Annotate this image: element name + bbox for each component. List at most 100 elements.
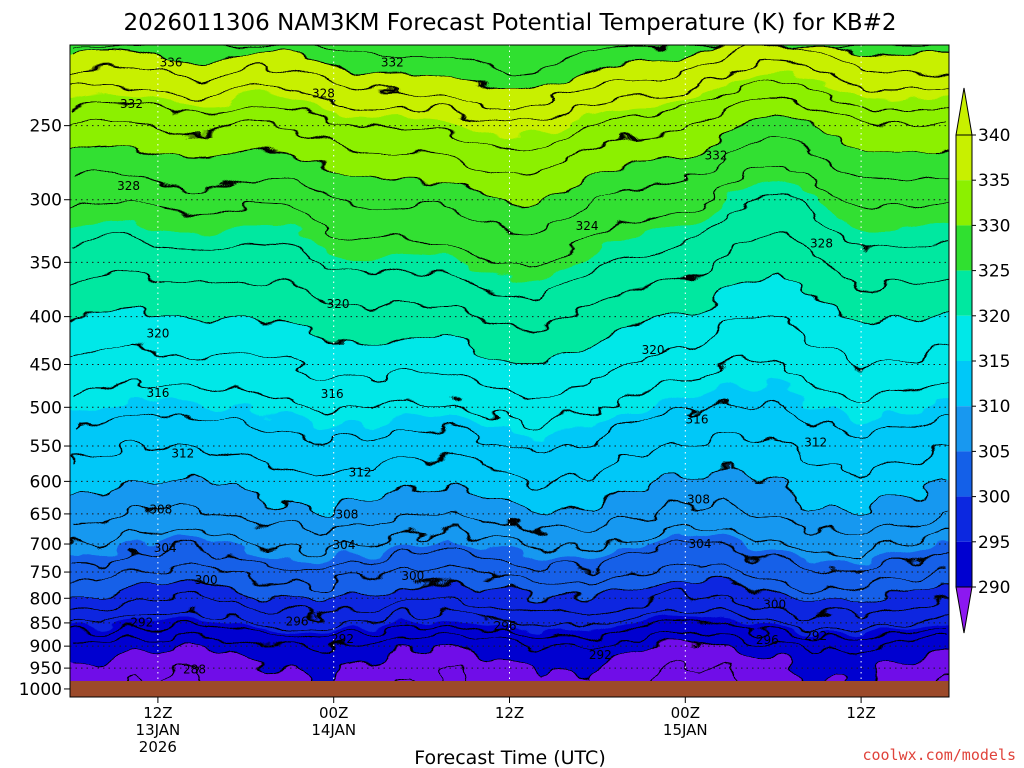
- colorbar-label: 290: [978, 578, 1010, 598]
- contour-labels: 336 332 332 328 332 328 324 328 320 320 320 316 316 3…: [117, 56, 833, 677]
- contour-label: 308: [687, 492, 710, 506]
- x-tick-label: 12Z: [143, 704, 172, 722]
- contour-label: 316: [146, 386, 169, 400]
- contour-line: [70, 593, 949, 619]
- contour-line: [70, 45, 949, 90]
- x-tick-label: 12Z: [846, 704, 875, 722]
- contour-line: [70, 96, 949, 176]
- contour-line: [70, 464, 949, 516]
- x-axis-title: Forecast Time (UTC): [414, 747, 605, 768]
- contour-label: 316: [686, 412, 709, 426]
- contour-label: 304: [689, 537, 712, 551]
- contour-label: 308: [149, 503, 172, 517]
- contour-label: 316: [321, 387, 344, 401]
- contour-label: 320: [146, 327, 169, 341]
- contour-label: 324: [576, 219, 599, 233]
- colorbar-label: 315: [978, 352, 1010, 372]
- contour-line: [70, 78, 949, 151]
- x-tick-label: 15JAN: [663, 721, 708, 739]
- colorbar-swatch: [956, 406, 972, 452]
- contour-fills: [70, 45, 949, 697]
- x-tick-label: 00Z: [319, 704, 348, 722]
- y-tick-label: 1000: [19, 680, 62, 700]
- colorbar-swatch: [956, 180, 972, 226]
- contour-line: [70, 45, 949, 72]
- colorbar-label: 310: [978, 397, 1010, 417]
- contour-label: 332: [120, 97, 143, 111]
- contour-label: 332: [705, 148, 728, 162]
- ground-surface: [70, 681, 949, 697]
- contour-label: 296: [494, 619, 517, 633]
- contour-line: [70, 359, 949, 428]
- contour-label: 300: [763, 597, 786, 611]
- y-tick-label: 750: [30, 563, 62, 583]
- colorbar-swatch: [956, 135, 972, 181]
- y-tick-label: 950: [30, 659, 62, 679]
- colorbar-label: 300: [978, 488, 1010, 508]
- contour-label: 312: [171, 446, 194, 460]
- colorbar-label: 325: [978, 262, 1010, 282]
- contour-label: 312: [804, 435, 827, 449]
- y-tick-label: 300: [30, 191, 62, 211]
- y-tick-label: 500: [30, 398, 62, 418]
- x-tick-label: 12Z: [495, 704, 524, 722]
- contour-lines: [70, 45, 949, 697]
- contour-label: 336: [160, 56, 183, 70]
- colorbar-swatch: [956, 541, 972, 587]
- colorbar-label: 340: [978, 126, 1010, 146]
- plot-area: 336 332 332 328 332 328 324 328 320 320 320 316 316 3…: [70, 45, 949, 697]
- y-tick-label: 900: [30, 637, 62, 657]
- colorbar-swatch: [956, 225, 972, 271]
- grid-lines: [70, 45, 949, 697]
- x-tick-label: 14JAN: [311, 721, 356, 739]
- x-tick-label: 13JAN: [136, 721, 181, 739]
- contour-line: [70, 523, 949, 557]
- contour-label: 328: [117, 179, 140, 193]
- colorbar-under-triangle: [955, 586, 973, 634]
- colorbar-label: 295: [978, 533, 1010, 553]
- y-tick-label: 800: [30, 589, 62, 609]
- contour-line: [70, 498, 949, 537]
- y-tick-label: 550: [30, 437, 62, 457]
- colorbar-swatch: [956, 315, 972, 361]
- contour-label: 320: [327, 297, 350, 311]
- y-tick-label: 250: [30, 117, 62, 137]
- contour-line: [70, 561, 949, 590]
- y-tick-label: 450: [30, 356, 62, 376]
- contour-line: [70, 621, 949, 641]
- colorbar-over-triangle: [955, 87, 973, 136]
- y-axis: 250 300 350 400 450 500 550 600 650 700 750 800 850 9…: [19, 117, 70, 700]
- contour-label: 304: [154, 541, 177, 555]
- credit-text: coolwx.com/models: [862, 746, 1016, 764]
- y-tick-label: 400: [30, 308, 62, 328]
- colorbar-label: 335: [978, 171, 1010, 191]
- colorbar-label: 305: [978, 442, 1010, 462]
- contour-label: 308: [335, 508, 358, 522]
- chart-title: 2026011306 NAM3KM Forecast Potential Tem…: [123, 10, 896, 36]
- y-tick-label: 850: [30, 614, 62, 634]
- contour-label: 304: [333, 538, 356, 552]
- y-tick-label: 350: [30, 253, 62, 273]
- contour-label: 332: [381, 56, 404, 70]
- colorbar-swatch: [956, 496, 972, 542]
- contour-label: 296: [756, 633, 779, 647]
- colorbar-swatch: [956, 451, 972, 497]
- colorbar-swatch: [956, 361, 972, 407]
- contour-label: 320: [642, 343, 665, 357]
- contour-label: 292: [804, 629, 827, 643]
- y-tick-label: 600: [30, 472, 62, 492]
- contour-label: 292: [589, 648, 612, 662]
- contour-label: 300: [195, 573, 218, 587]
- contour-label: 292: [331, 632, 354, 646]
- x-tick-label: 00Z: [671, 704, 700, 722]
- contour-label: 292: [130, 615, 153, 629]
- colorbar-swatch: [956, 270, 972, 316]
- contour-line: [70, 166, 949, 267]
- contour-label: 288: [183, 662, 206, 676]
- contour-label: 328: [810, 236, 833, 250]
- contour-line: [70, 137, 949, 234]
- contour-label: 296: [286, 615, 309, 629]
- x-tick-label: 2026: [139, 738, 177, 756]
- colorbar-label: 320: [978, 307, 1010, 327]
